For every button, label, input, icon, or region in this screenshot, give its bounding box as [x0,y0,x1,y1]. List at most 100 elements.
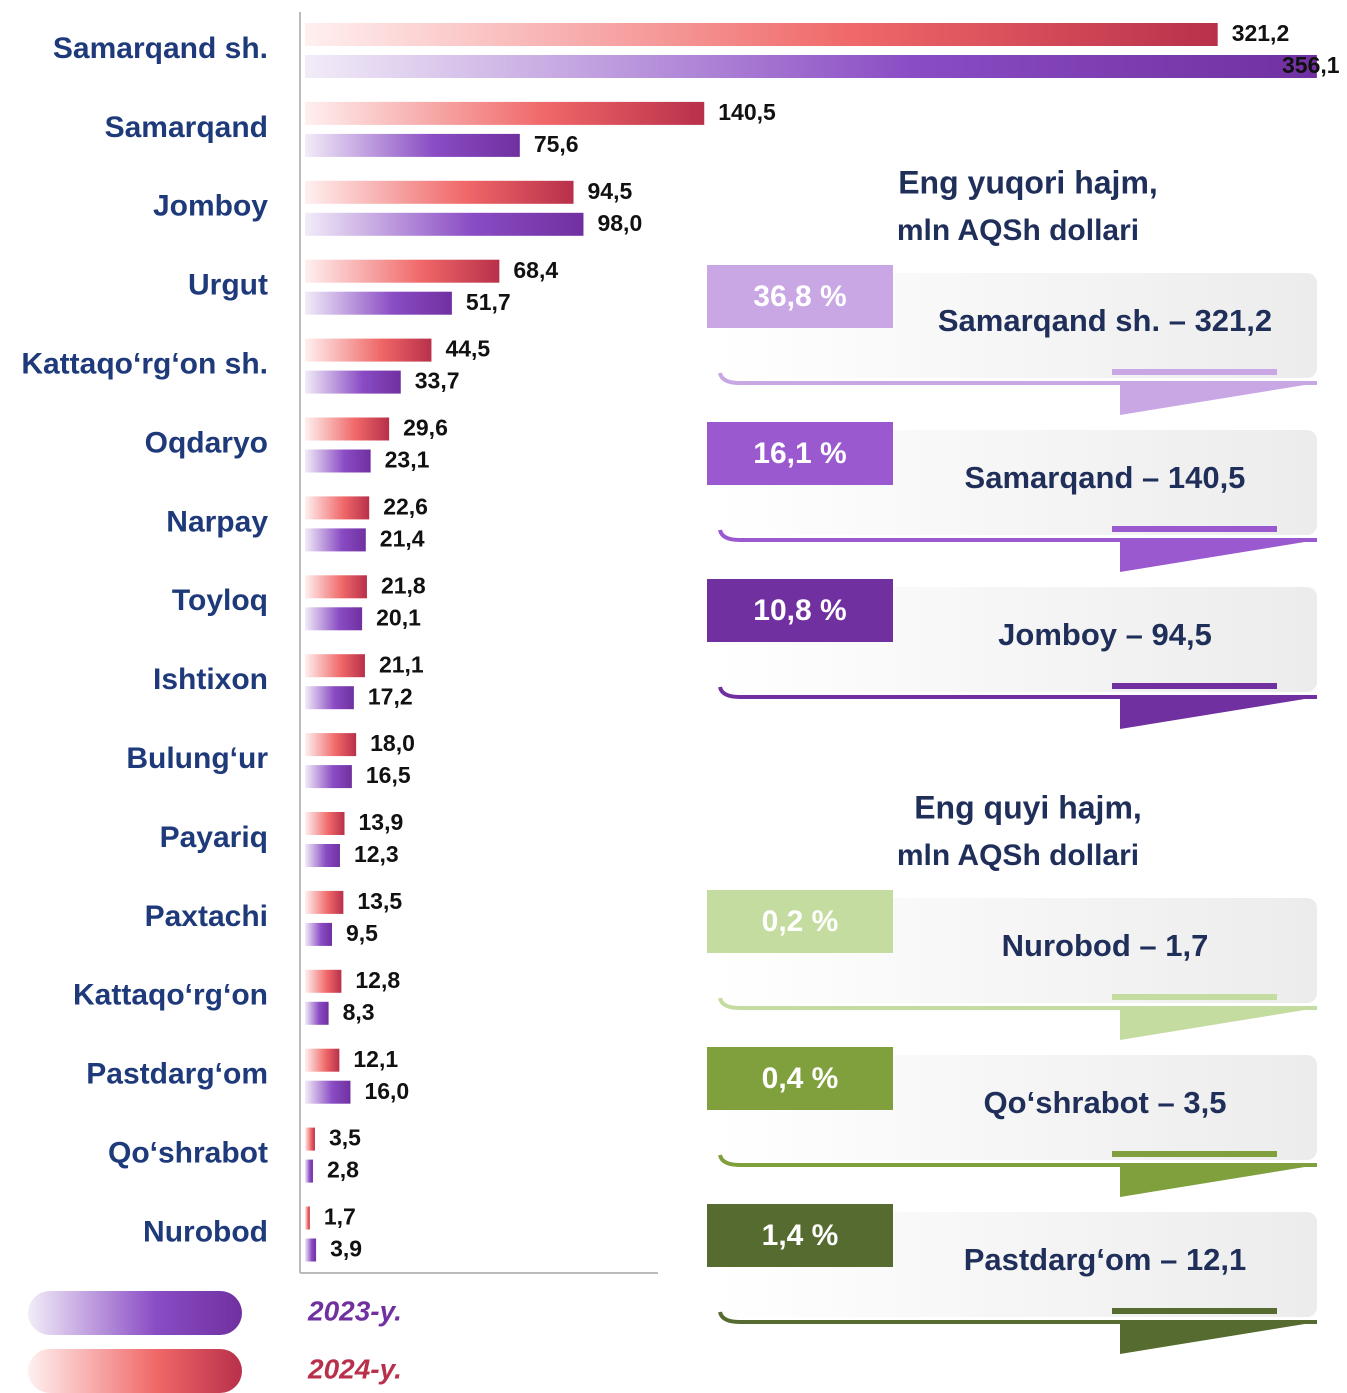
bar [305,686,354,710]
category-label: Nurobod [143,1215,268,1248]
percent-label: 0,2 % [762,905,839,938]
value-label: 16,0 [364,1078,409,1104]
category-label: Narpay [166,505,268,538]
value-label: 8,3 [343,999,375,1025]
bar [305,449,371,473]
value-label: 21,1 [379,651,424,677]
category-label: Qo‘shrabot [108,1137,268,1170]
bar [305,1048,340,1072]
percent-label: 1,4 % [762,1219,839,1252]
value-label: 1,7 [324,1204,356,1230]
value-label: 12,1 [353,1046,398,1072]
card-flag [1120,1165,1317,1197]
value-label: 18,0 [370,730,415,756]
bar [305,812,345,835]
bar [305,1127,315,1151]
bar [305,417,390,441]
bar [305,180,574,204]
percent-box [707,265,893,328]
panel-subtitle: mln AQSh dollari [897,839,1139,872]
value-label: 12,3 [354,841,399,867]
bar [305,765,352,789]
card-bar [1112,1308,1277,1314]
card-line [718,1311,1317,1324]
percent-label: 16,1 % [753,437,846,470]
item-label: Qo‘shrabot – 3,5 [984,1085,1227,1120]
item-label: Nurobod – 1,7 [1002,928,1209,963]
value-label: 321,2 [1232,20,1290,46]
card-flag [1120,1008,1317,1040]
bar [305,370,401,394]
panel-subtitle: mln AQSh dollari [897,214,1139,247]
percent-box [707,890,893,953]
item-label: Jomboy – 94,5 [998,617,1212,652]
legend-swatch [28,1291,242,1335]
bar [305,133,520,157]
card-flag [1120,383,1317,415]
bar [305,496,370,520]
card-line [718,997,1317,1010]
category-label: Ishtixon [153,663,268,696]
percent-box [707,422,893,485]
value-label: 51,7 [466,289,511,315]
bar [305,654,365,678]
percent-label: 10,8 % [753,594,846,627]
card-flag [1120,1322,1317,1354]
category-label: Oqdaryo [145,426,268,459]
category-label: Pastdarg‘om [86,1058,268,1091]
bar [305,1159,313,1183]
panel-title: Eng yuqori hajm, [898,164,1158,200]
card-bar [1112,1151,1277,1157]
value-label: 98,0 [597,210,642,236]
category-label: Jomboy [153,190,268,223]
value-label: 44,5 [445,336,490,362]
value-label: 9,5 [346,920,378,946]
card-line [718,1154,1317,1167]
card-flag [1120,697,1317,729]
card-bar [1112,369,1277,375]
percent-label: 0,4 % [762,1062,839,1095]
item-label: Samarqand sh. – 321,2 [938,303,1272,338]
card-flag [1120,540,1317,572]
card-bar [1112,526,1277,532]
category-label: Paxtachi [145,900,268,933]
panel-title: Eng quyi hajm, [914,789,1142,825]
value-label: 13,9 [358,809,403,835]
category-label: Samarqand [105,111,268,144]
bar [305,890,344,914]
legend-label: 2024-y. [307,1353,402,1384]
bar [305,844,340,867]
bar [305,969,342,993]
value-label: 21,8 [381,572,426,598]
bar [305,1001,329,1025]
percent-box [707,579,893,642]
value-label: 12,8 [355,967,400,993]
bar [305,212,584,236]
card-line [718,372,1317,385]
value-label: 2,8 [327,1157,359,1183]
value-label: 3,9 [330,1236,362,1262]
value-label: 13,5 [357,888,402,914]
category-label: Bulung‘ur [126,742,268,775]
bar [305,259,500,283]
card-line [718,686,1317,699]
bar [305,575,367,599]
value-label: 17,2 [368,683,413,709]
bar [305,291,452,315]
bar [305,23,1218,46]
bar [305,733,357,757]
value-label: 356,1 [1282,52,1340,78]
category-label: Toyloq [172,584,268,617]
percent-box [707,1204,893,1267]
value-label: 33,7 [415,368,460,394]
item-label: Pastdarg‘om – 12,1 [964,1242,1247,1277]
item-label: Samarqand – 140,5 [965,460,1246,495]
value-label: 3,5 [329,1125,361,1151]
value-label: 68,4 [513,257,558,283]
value-label: 20,1 [376,604,421,630]
value-label: 21,4 [380,525,425,551]
value-label: 16,5 [366,762,411,788]
bar [305,1238,317,1262]
bar [305,55,1317,78]
